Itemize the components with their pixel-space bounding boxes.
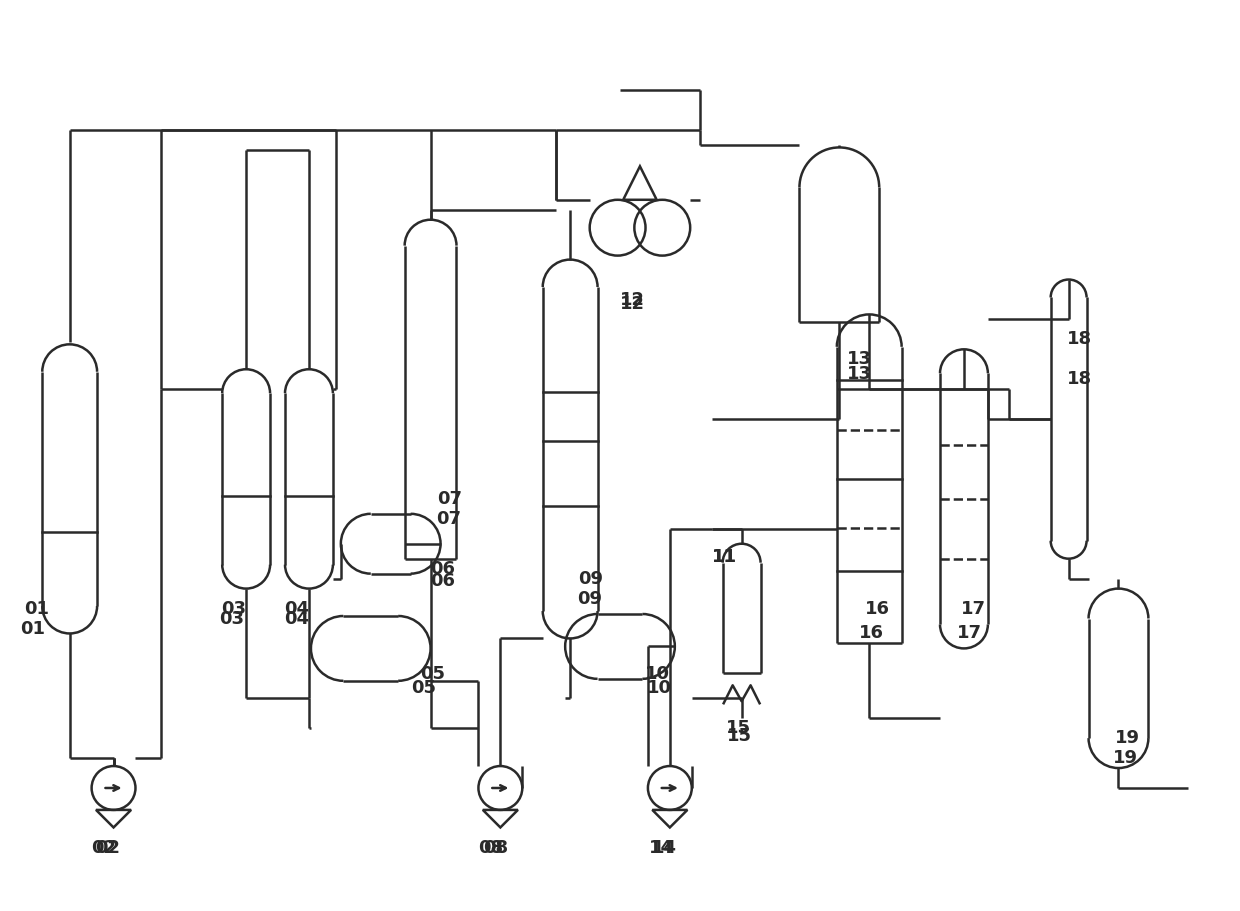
Text: 11: 11 bbox=[712, 548, 737, 565]
Text: 12: 12 bbox=[620, 291, 645, 308]
Text: 17: 17 bbox=[957, 624, 982, 641]
Text: 19: 19 bbox=[1115, 729, 1140, 746]
Text: 14: 14 bbox=[649, 838, 673, 856]
Text: 02: 02 bbox=[92, 838, 117, 856]
Text: 18: 18 bbox=[1066, 330, 1091, 348]
Text: 06: 06 bbox=[430, 571, 455, 589]
Text: 07: 07 bbox=[436, 509, 461, 527]
Text: 08: 08 bbox=[479, 838, 503, 856]
Text: 01: 01 bbox=[20, 619, 45, 637]
Text: 07: 07 bbox=[438, 489, 463, 507]
Text: 15: 15 bbox=[725, 719, 750, 736]
Text: 13: 13 bbox=[847, 350, 872, 368]
Text: 19: 19 bbox=[1112, 748, 1137, 766]
Text: 16: 16 bbox=[866, 599, 890, 617]
Text: 04: 04 bbox=[284, 599, 309, 617]
Text: 05: 05 bbox=[420, 665, 445, 682]
Text: 02: 02 bbox=[95, 838, 120, 856]
Text: 14: 14 bbox=[652, 838, 677, 856]
Text: 09: 09 bbox=[578, 569, 603, 587]
Text: 12: 12 bbox=[620, 295, 645, 313]
Text: 15: 15 bbox=[727, 726, 751, 744]
Text: 09: 09 bbox=[577, 589, 603, 607]
Text: 06: 06 bbox=[430, 559, 455, 577]
Text: 13: 13 bbox=[847, 365, 872, 383]
Text: 05: 05 bbox=[410, 679, 435, 697]
Text: 16: 16 bbox=[859, 624, 884, 641]
Text: 11: 11 bbox=[712, 548, 737, 565]
Text: 03: 03 bbox=[219, 609, 244, 627]
Text: 10: 10 bbox=[645, 665, 670, 682]
Text: 18: 18 bbox=[1066, 370, 1091, 388]
Text: 01: 01 bbox=[24, 599, 48, 617]
Text: 17: 17 bbox=[961, 599, 986, 617]
Text: 08: 08 bbox=[484, 838, 508, 856]
Text: 10: 10 bbox=[647, 679, 672, 697]
Text: 04: 04 bbox=[284, 609, 309, 627]
Text: 03: 03 bbox=[221, 599, 247, 617]
